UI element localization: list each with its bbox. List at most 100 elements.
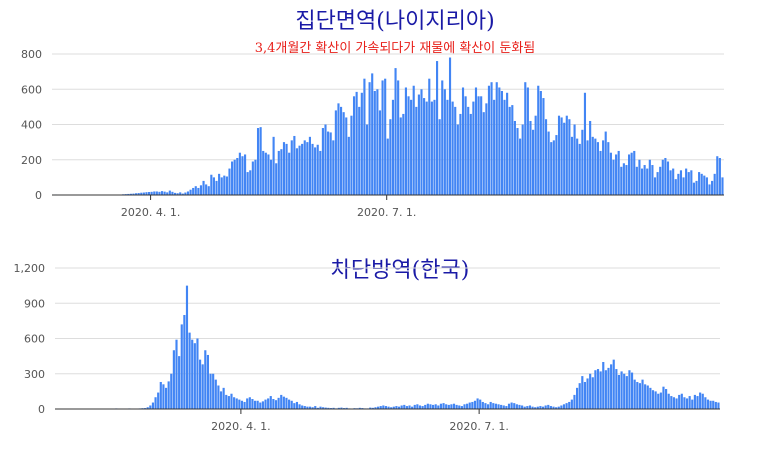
chart1-bar bbox=[430, 101, 433, 195]
chart1-bar bbox=[519, 138, 522, 195]
chart1-bar bbox=[620, 166, 623, 195]
chart1-bar bbox=[173, 192, 177, 195]
chart1-bar bbox=[231, 161, 234, 195]
chart1-bar bbox=[506, 92, 509, 195]
chart1-bar bbox=[371, 73, 374, 195]
chart1-bar bbox=[293, 135, 296, 195]
chart1-bar bbox=[129, 193, 132, 195]
chart2-bar bbox=[264, 399, 267, 409]
chart2-bar bbox=[630, 372, 634, 409]
chart2-bar bbox=[468, 402, 471, 409]
chart1-bar bbox=[254, 159, 257, 195]
chart2-bar bbox=[531, 406, 534, 409]
chart2-bar bbox=[253, 400, 257, 409]
chart2-bar bbox=[319, 406, 322, 409]
chart2-bar bbox=[209, 373, 212, 409]
chart2-bar bbox=[217, 385, 220, 409]
chart2-bar bbox=[654, 391, 657, 410]
chart2-bar bbox=[497, 404, 500, 409]
chart2-bar bbox=[293, 403, 296, 410]
chart1-bar bbox=[212, 177, 215, 196]
chart1-bar bbox=[480, 96, 483, 195]
chart2-bar bbox=[345, 407, 348, 409]
chart2-bar bbox=[450, 404, 453, 409]
chart1-bar bbox=[425, 101, 428, 195]
chart2-bar bbox=[685, 398, 689, 409]
chart2-bar bbox=[248, 397, 251, 409]
chart1-bar bbox=[394, 68, 397, 195]
chart1-bar bbox=[384, 78, 387, 195]
chart1-bar bbox=[461, 87, 465, 195]
chart2-bar bbox=[437, 405, 440, 409]
chart1-bar bbox=[228, 168, 231, 195]
chart1-bar bbox=[524, 82, 527, 195]
chart1-x-tick-label: 2020. 4. 1. bbox=[121, 206, 180, 219]
chart1-bar bbox=[399, 117, 402, 195]
chart2-bar bbox=[185, 285, 189, 410]
chart2-bar bbox=[269, 396, 272, 409]
chart2-y-tick-label: 0 bbox=[38, 403, 45, 416]
chart2-y-tick-label: 600 bbox=[24, 333, 45, 346]
chart1-bar bbox=[698, 172, 701, 195]
chart2-bar bbox=[628, 370, 631, 409]
chart1-bar bbox=[508, 106, 511, 196]
chart1-bar bbox=[205, 184, 208, 195]
chart2-bar bbox=[625, 376, 628, 409]
chart1-bar bbox=[259, 127, 262, 195]
chart2-bar bbox=[466, 403, 469, 409]
chart2-bar bbox=[204, 350, 207, 409]
chart2-bar bbox=[429, 404, 432, 409]
chart2-y-tick-label: 900 bbox=[24, 297, 45, 310]
chart2-bar bbox=[494, 403, 497, 409]
chart1-bar bbox=[202, 180, 205, 195]
chart1-bar bbox=[256, 128, 260, 195]
chart1-bar bbox=[192, 187, 195, 195]
chart1-bar bbox=[308, 136, 311, 195]
chart1-bar bbox=[275, 163, 278, 195]
chart2-bar bbox=[604, 370, 607, 409]
chart2-bar bbox=[547, 404, 550, 409]
chart1-bar bbox=[298, 145, 301, 195]
chart2-bar bbox=[489, 401, 492, 409]
chart2-bar bbox=[288, 399, 291, 409]
chart1-bar bbox=[711, 180, 714, 195]
chart2-bar bbox=[424, 404, 427, 409]
chart2-bar bbox=[308, 406, 312, 409]
chart2-bar bbox=[528, 405, 532, 409]
chart2-bar bbox=[570, 399, 573, 409]
chart1-bar bbox=[225, 176, 228, 195]
chart2-bar bbox=[696, 396, 699, 409]
chart2-bar bbox=[445, 404, 448, 409]
chart1-bar bbox=[718, 157, 721, 195]
chart1-bar bbox=[420, 89, 423, 195]
chart2-bar bbox=[596, 369, 600, 409]
chart1-bar bbox=[158, 191, 161, 195]
chart1-bar bbox=[417, 94, 420, 195]
chart2-bar bbox=[534, 407, 537, 409]
chart2-bar bbox=[536, 406, 539, 409]
chart2-bar bbox=[623, 373, 626, 409]
chart2-bar bbox=[369, 407, 372, 409]
chart1-bar bbox=[314, 147, 317, 195]
chart2-bar bbox=[199, 359, 202, 409]
chart1-bar bbox=[700, 173, 703, 195]
chart1-bar bbox=[555, 135, 558, 195]
chart2-bar bbox=[581, 376, 584, 409]
chart2-bar bbox=[167, 381, 170, 409]
chart2-bar bbox=[452, 403, 456, 409]
chart1-bar bbox=[363, 78, 366, 195]
chart1-bar bbox=[446, 99, 449, 195]
chart1-bar bbox=[633, 150, 636, 195]
chart1-bar bbox=[560, 117, 563, 195]
chart2-bar bbox=[649, 387, 652, 409]
chart2-bar bbox=[599, 371, 602, 409]
chart1-bar bbox=[345, 117, 348, 195]
chart2-bar bbox=[384, 406, 388, 409]
chart1-bar bbox=[210, 174, 213, 195]
chart1-bar bbox=[591, 136, 594, 195]
chart2-bar bbox=[164, 387, 168, 409]
chart1-bar bbox=[153, 191, 156, 195]
chart1-bar bbox=[669, 170, 672, 195]
chart1-bar bbox=[565, 115, 568, 195]
